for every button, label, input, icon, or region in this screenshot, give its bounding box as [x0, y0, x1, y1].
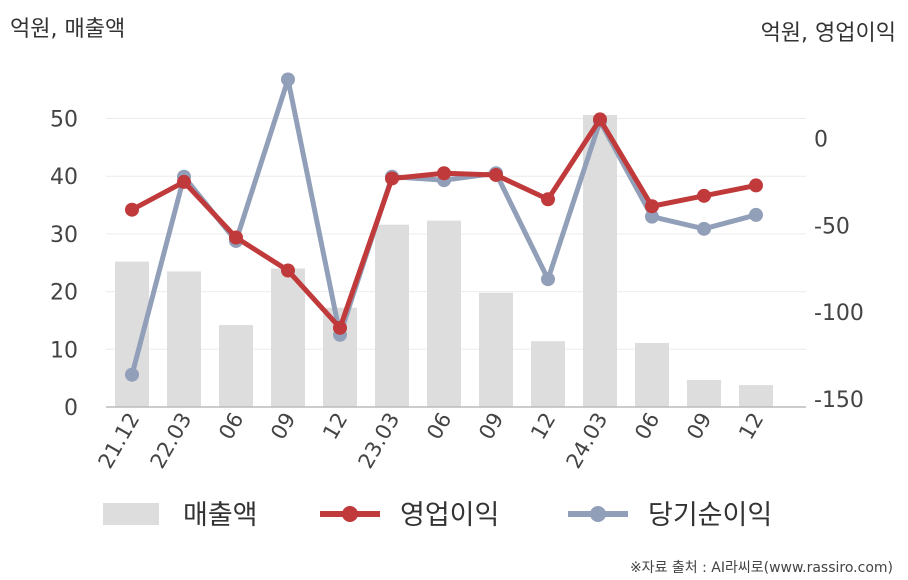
data-point: [541, 272, 555, 287]
right-tick-label: -100: [814, 301, 864, 326]
x-tick-label: 12: [526, 409, 560, 444]
left-tick-label: 0: [64, 396, 78, 421]
legend-swatch: [103, 503, 159, 525]
bar: [739, 385, 773, 407]
x-tick-label: 09: [266, 409, 300, 444]
bar: [583, 115, 617, 408]
left-y-axis: 0 10 20 30 40 50: [50, 108, 78, 422]
x-tick-label: 06: [422, 409, 456, 444]
data-point: [281, 263, 295, 278]
bar: [479, 292, 513, 407]
data-point: [489, 167, 503, 182]
legend-label: 매출액: [183, 500, 258, 531]
data-point: [645, 209, 659, 224]
x-tick-label: 09: [682, 409, 716, 444]
x-tick-label: 06: [630, 409, 664, 444]
data-point: [749, 178, 763, 193]
legend-label: 영업이익: [400, 500, 499, 531]
left-tick-label: 30: [50, 223, 78, 248]
right-tick-label: 0: [814, 128, 828, 153]
bar: [219, 325, 253, 407]
left-tick-label: 10: [50, 338, 78, 363]
data-point: [229, 230, 243, 245]
series-영업이익: [125, 112, 763, 335]
left-tick-label: 20: [50, 281, 78, 306]
x-axis: 21.12 22.03 06 09 12 23.03 06 09 12 24.03 06 09 12: [93, 409, 768, 473]
x-tick-label: 12: [318, 409, 352, 444]
legend-label: 당기순이익: [648, 500, 772, 531]
legend-item: 당기순이익: [568, 500, 772, 531]
right-axis-unit: 억원, 영업이익: [761, 21, 896, 46]
x-tick-label: 22.03: [145, 409, 196, 473]
data-point: [541, 192, 555, 207]
bar-series: [106, 115, 806, 408]
data-point: [281, 72, 295, 87]
bar: [375, 224, 409, 407]
left-tick-label: 40: [50, 165, 78, 190]
legend-item: 영업이익: [320, 500, 499, 531]
left-axis-unit: 억원, 매출액: [10, 17, 125, 42]
right-tick-label: -150: [814, 388, 864, 413]
right-tick-label: -50: [814, 214, 850, 239]
bar: [687, 379, 721, 407]
bar: [271, 268, 305, 407]
data-point: [177, 174, 191, 189]
legend-marker: [342, 506, 358, 522]
right-y-axis: 0 -50 -100 -150: [814, 128, 864, 414]
bar: [167, 271, 201, 407]
source-note: ※자료 출처 : AI라씨로(www.rassiro.com): [630, 560, 893, 576]
line-series: [125, 72, 763, 382]
data-point: [697, 221, 711, 236]
data-point: [697, 188, 711, 203]
legend-item: 매출액: [103, 500, 258, 531]
left-tick-label: 50: [50, 108, 78, 133]
data-point: [333, 320, 347, 335]
bar: [635, 342, 669, 407]
legend: 매출액 영업이익 당기순이익: [103, 500, 772, 531]
data-point: [645, 199, 659, 214]
x-tick-label: 06: [214, 409, 248, 444]
bar: [531, 341, 565, 407]
data-point: [593, 112, 607, 127]
data-point: [385, 171, 399, 186]
legend-marker: [590, 506, 606, 522]
x-tick-label: 23.03: [353, 409, 404, 473]
x-tick-label: 21.12: [93, 409, 144, 473]
data-point: [437, 166, 451, 181]
bar: [427, 220, 461, 407]
x-tick-label: 12: [734, 409, 768, 444]
x-tick-label: 09: [474, 409, 508, 444]
data-point: [749, 207, 763, 222]
data-point: [125, 202, 139, 217]
data-point: [125, 367, 139, 382]
x-tick-label: 24.03: [561, 409, 612, 473]
